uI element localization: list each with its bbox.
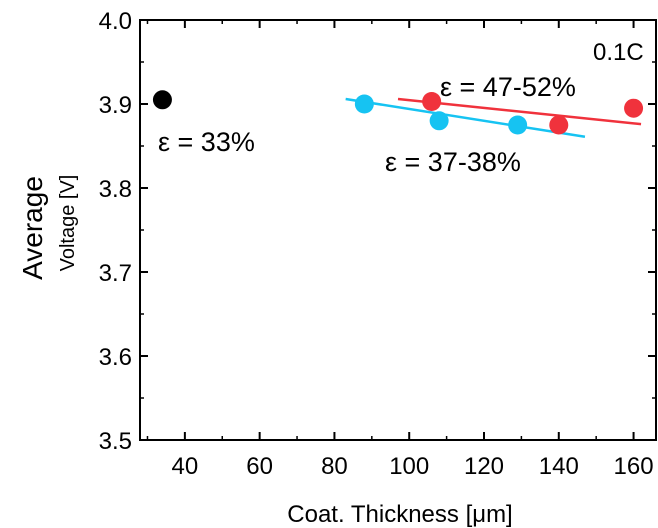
x-tick-label: 60 [246, 453, 273, 480]
y-tick-label: 3.8 [99, 176, 132, 203]
x-tick-label: 120 [464, 453, 504, 480]
y-tick-label: 3.5 [99, 428, 132, 455]
data-points [152, 90, 644, 135]
series-label-eps-47-52: ε = 47-52% [440, 72, 576, 102]
data-point-series-2 [354, 94, 374, 114]
plot-frame [139, 19, 657, 441]
series-label-eps-37-38: ε = 37-38% [385, 147, 521, 177]
y-tick-label: 3.6 [99, 344, 132, 371]
plot-border [139, 19, 657, 441]
y-tick-label: 3.9 [99, 92, 132, 119]
fit-lines [345, 97, 642, 138]
x-tick-label: 100 [389, 453, 429, 480]
data-point-series-1 [624, 98, 644, 118]
x-axis-label: Coat. Thickness [μm] [287, 501, 512, 528]
y-tick-label: 4.0 [99, 8, 132, 35]
data-point-series-2 [429, 111, 449, 131]
axis-ticks [140, 19, 656, 441]
x-tick-label: 140 [539, 453, 579, 480]
x-tick-label: 80 [321, 453, 348, 480]
x-tick-label: 160 [614, 453, 654, 480]
data-point-series-1 [422, 91, 442, 111]
data-point-series-0 [152, 90, 172, 110]
data-point-series-1 [549, 115, 569, 135]
series-label-eps-33: ε = 33% [158, 127, 255, 157]
rate-label: 0.1C [593, 39, 644, 66]
y-tick-label: 3.7 [99, 260, 132, 287]
fit-line-series-2 [345, 97, 586, 138]
x-tick-label: 40 [172, 453, 199, 480]
data-point-series-2 [508, 115, 528, 135]
y-axis-label-outer: Average [17, 176, 48, 280]
tick-labels: 40 60 80 100 120 140 160 3.5 3.6 3.7 3.8 3.9 4.0 [99, 8, 654, 480]
y-axis-label-inner: Voltage [V] [57, 175, 79, 272]
